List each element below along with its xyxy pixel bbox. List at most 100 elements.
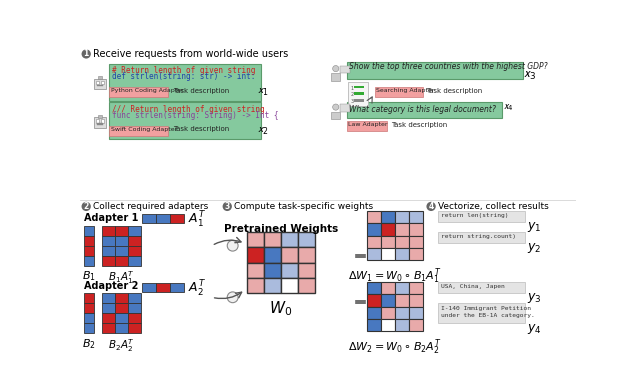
Circle shape (227, 240, 238, 251)
Bar (128, 246, 141, 256)
Bar (94, 79, 106, 89)
Text: $\mathcal{x}_1$: $\mathcal{x}_1$ (257, 87, 268, 98)
Bar (102, 256, 115, 266)
Text: I-140 Immigrant Petition: I-140 Immigrant Petition (441, 306, 531, 311)
Text: What category is this legal document?: What category is this legal document? (349, 105, 496, 114)
Bar (246, 278, 264, 294)
Bar (246, 263, 264, 278)
Bar (353, 93, 364, 95)
Text: 2: 2 (84, 202, 89, 211)
Bar (128, 236, 141, 246)
Bar (128, 303, 141, 314)
Text: Law Adapter: Law Adapter (348, 122, 388, 127)
Bar (298, 232, 315, 247)
Bar (102, 323, 115, 334)
Text: $\Delta W_1 = W_0 \circ B_1 A_1^T$: $\Delta W_1 = W_0 \circ B_1 A_1^T$ (348, 267, 442, 286)
Bar (94, 117, 106, 128)
Bar (264, 278, 281, 294)
Text: $\mathcal{x}_2$: $\mathcal{x}_2$ (257, 125, 268, 137)
Bar (438, 211, 525, 222)
Bar (438, 232, 525, 243)
Bar (281, 278, 298, 294)
Text: return len(string): return len(string) (441, 213, 509, 218)
Text: $y_4$: $y_4$ (527, 322, 542, 336)
Bar (96, 81, 99, 84)
Text: USA, China, Japen: USA, China, Japen (441, 284, 505, 289)
Text: under the EB-1A category.: under the EB-1A category. (441, 313, 535, 318)
Bar (395, 248, 408, 260)
Bar (281, 263, 298, 278)
Bar (84, 236, 94, 246)
Bar (381, 319, 395, 331)
Text: 4: 4 (428, 202, 434, 211)
Bar (367, 307, 381, 319)
Bar (340, 104, 351, 112)
Text: 1: 1 (84, 49, 89, 58)
Text: 3: 3 (351, 100, 354, 104)
Text: Pretrained Weights: Pretrained Weights (223, 224, 338, 234)
Bar (331, 73, 340, 81)
Bar (264, 232, 281, 247)
Bar (128, 226, 141, 236)
Text: Swift Coding Adapter: Swift Coding Adapter (111, 127, 177, 132)
Bar (109, 64, 260, 101)
Circle shape (81, 49, 91, 58)
Bar (102, 236, 115, 246)
Bar (115, 314, 128, 323)
Bar (264, 247, 281, 263)
Bar (281, 232, 298, 247)
Bar (298, 278, 315, 294)
Bar (374, 87, 422, 97)
Bar (353, 100, 364, 102)
Bar (348, 82, 368, 106)
Bar (84, 323, 94, 334)
Text: Receive requests from world-wide users: Receive requests from world-wide users (93, 49, 289, 59)
Bar (84, 256, 94, 266)
Bar (128, 256, 141, 266)
Bar (115, 303, 128, 314)
Bar (395, 223, 408, 236)
Text: 3: 3 (225, 202, 230, 211)
Circle shape (223, 202, 232, 211)
Bar (84, 314, 94, 323)
Text: $A_1^T$: $A_1^T$ (188, 209, 205, 230)
Text: Show the top three countries with the highest GDP?: Show the top three countries with the hi… (349, 62, 548, 71)
Bar (367, 236, 381, 248)
Bar (438, 303, 525, 323)
Circle shape (426, 202, 436, 211)
Bar (98, 115, 102, 118)
Bar (109, 87, 168, 97)
Bar (381, 211, 395, 223)
Text: $y_2$: $y_2$ (527, 241, 541, 255)
Bar (102, 294, 115, 303)
Text: Compute task-specific weights: Compute task-specific weights (234, 202, 373, 211)
Bar (381, 307, 395, 319)
Bar (84, 294, 94, 303)
Text: # Return length of given string: # Return length of given string (112, 66, 255, 75)
Bar (84, 226, 94, 236)
Text: $B_2 A_2^T$: $B_2 A_2^T$ (108, 338, 135, 354)
Text: Vectorize, collect results: Vectorize, collect results (438, 202, 548, 211)
Text: $B_1 A_1^T$: $B_1 A_1^T$ (108, 270, 135, 287)
Bar (115, 256, 128, 266)
Circle shape (333, 104, 339, 110)
Bar (395, 307, 408, 319)
Text: func strlen(string: String) -> Int {: func strlen(string: String) -> Int { (112, 111, 278, 120)
Text: $\Delta W_2 = W_0 \circ B_2 A_2^T$: $\Delta W_2 = W_0 \circ B_2 A_2^T$ (348, 338, 442, 357)
Bar (340, 65, 351, 73)
Bar (408, 319, 422, 331)
Text: return string.count): return string.count) (441, 234, 516, 239)
Bar (170, 283, 184, 292)
Bar (381, 294, 395, 307)
Bar (97, 85, 103, 86)
Bar (381, 248, 395, 260)
Bar (408, 223, 422, 236)
Bar (246, 232, 264, 247)
Text: $\mathcal{x}_3$: $\mathcal{x}_3$ (524, 69, 536, 82)
Bar (298, 263, 315, 278)
Bar (115, 226, 128, 236)
Bar (381, 223, 395, 236)
Bar (281, 247, 298, 263)
Bar (367, 223, 381, 236)
Bar (102, 303, 115, 314)
